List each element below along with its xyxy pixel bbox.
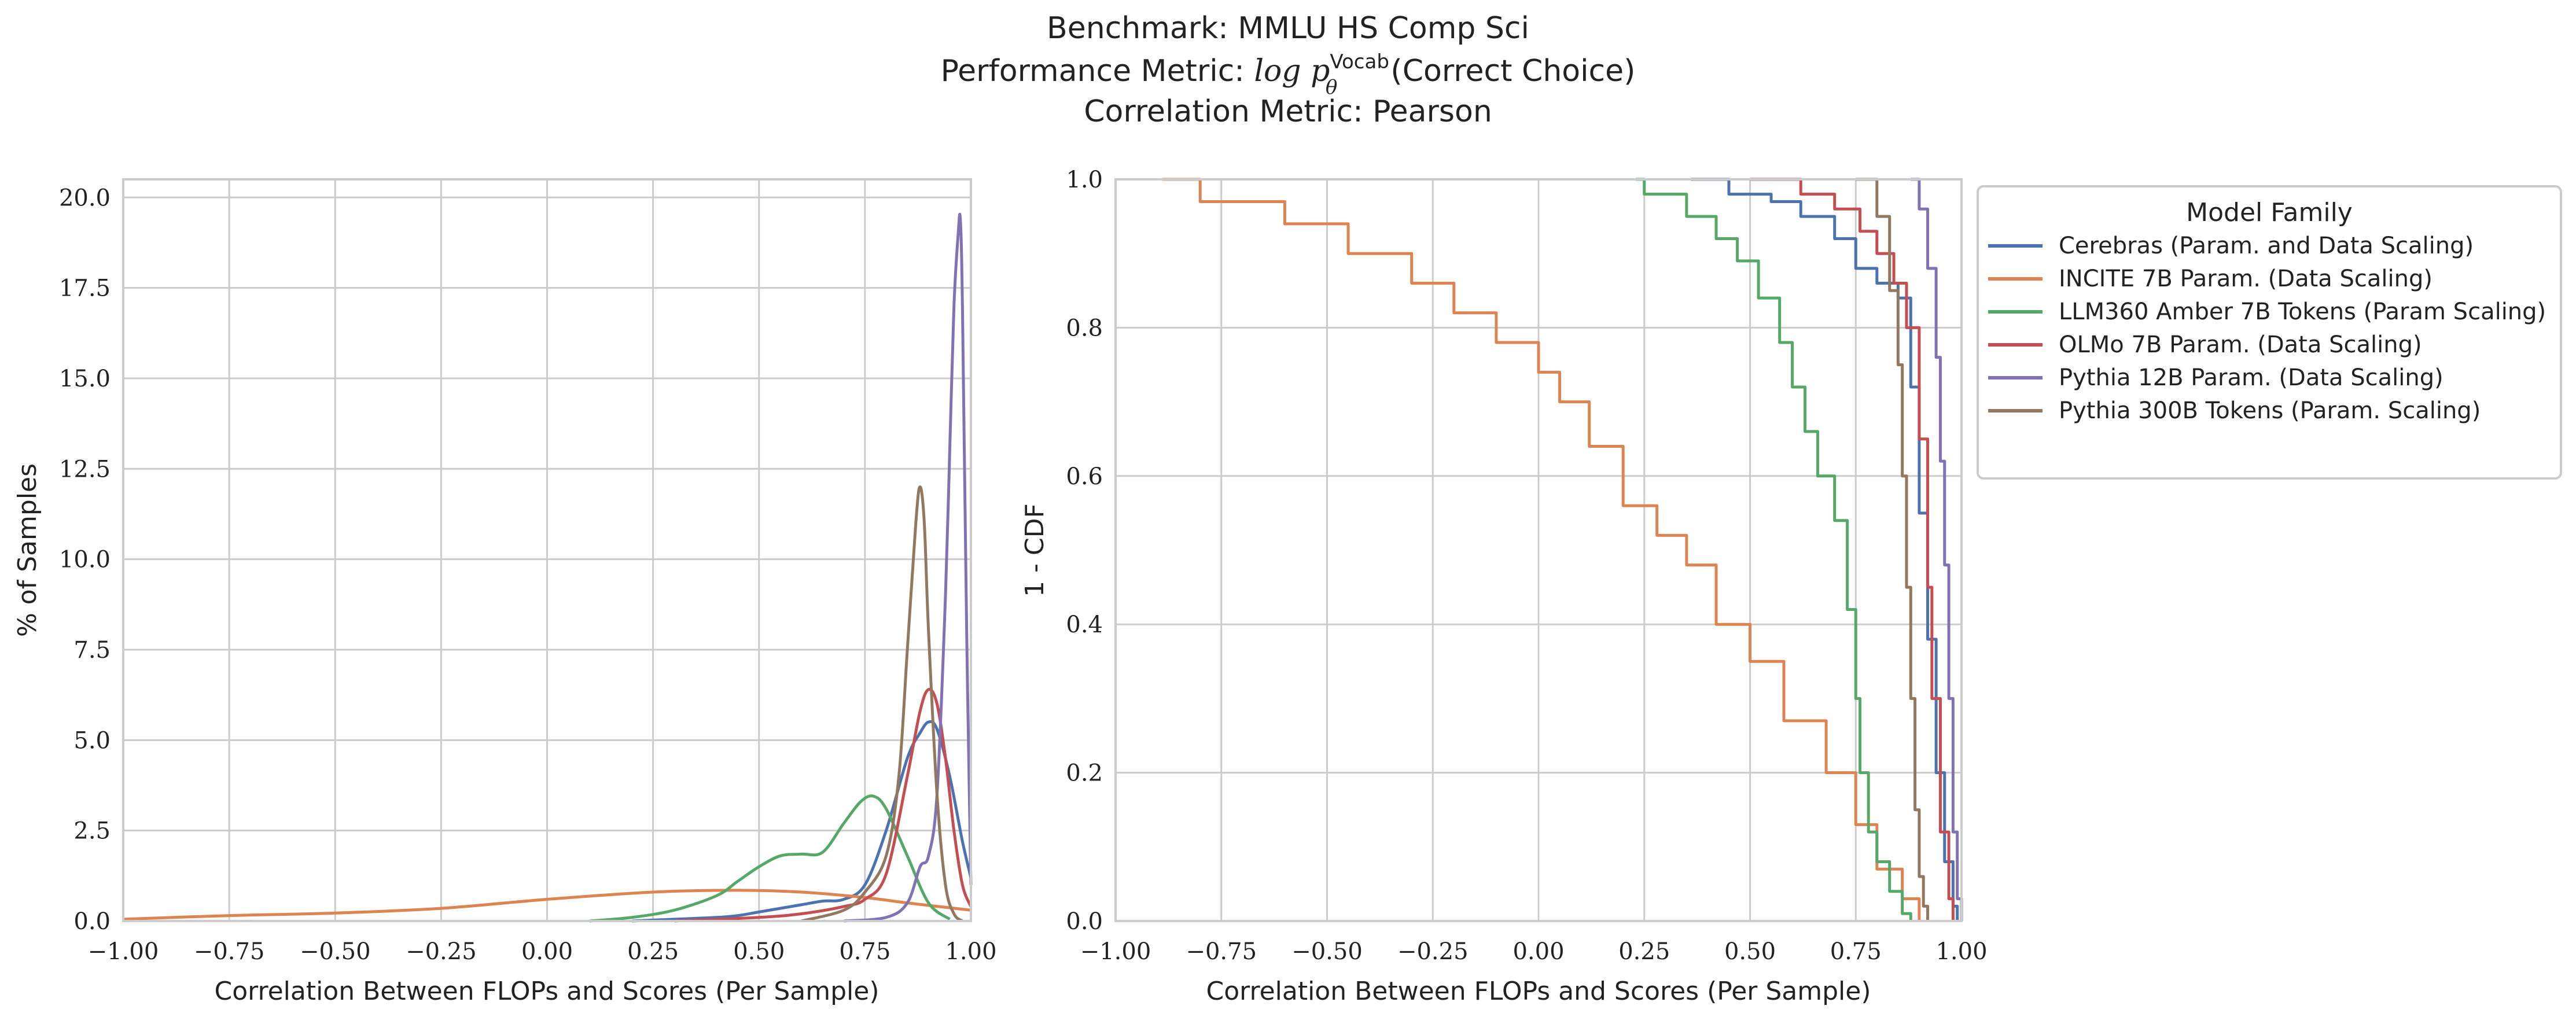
- kde-series-line-pythia12b: [844, 212, 973, 923]
- kde-series-line-incite: [123, 889, 971, 921]
- ccdf-x-axis-label: Correlation Between FLOPs and Scores (Pe…: [1206, 977, 1871, 1006]
- kde-y-tick-label: 15.0: [59, 366, 111, 392]
- ccdf-x-tick-label: −0.75: [1186, 938, 1257, 965]
- kde-x-tick-label: 0.00: [521, 938, 573, 965]
- ccdf-y-tick-label: 0.0: [1066, 908, 1103, 935]
- ccdf-x-tick-label: 1.00: [1935, 938, 1987, 965]
- ccdf-y-tick-label: 0.6: [1066, 463, 1103, 490]
- legend-item: Pythia 12B Param. (Data Scaling): [1988, 364, 2443, 391]
- title-line-2-sup: Vocab: [1330, 50, 1389, 73]
- kde-x-tick-label: 0.75: [839, 938, 890, 965]
- ccdf-x-tick-label: 0.00: [1513, 938, 1564, 965]
- kde-x-ticks: −1.00 −0.75 −0.50 −0.25 0.00 0.25 0.50 0.75 1.00: [88, 938, 997, 965]
- ccdf-series-line-olmo: [1750, 178, 1955, 921]
- title-line-2-math: log p: [1254, 54, 1330, 89]
- kde-x-tick-label: −0.75: [194, 938, 265, 965]
- kde-y-tick-label: 20.0: [59, 185, 111, 211]
- ccdf-panel: −1.00 −0.75 −0.50 −0.25 0.00 0.25 0.50 0.75 1.00…: [1020, 167, 1988, 1006]
- ccdf-y-tick-label: 0.4: [1066, 612, 1103, 638]
- kde-series-line-pythia300b: [801, 485, 963, 923]
- kde-y-tick-label: 0.0: [73, 908, 111, 935]
- title-line-1: Benchmark: MMLU HS Comp Sci: [1047, 11, 1529, 46]
- kde-y-tick-label: 10.0: [59, 547, 111, 573]
- legend-label: LLM360 Amber 7B Tokens (Param Scaling): [2059, 299, 2546, 325]
- kde-x-tick-label: −1.00: [88, 938, 159, 965]
- kde-series-line-olmo: [674, 687, 973, 923]
- legend-label: INCITE 7B Param. (Data Scaling): [2059, 266, 2433, 292]
- ccdf-series-line-llm360: [1636, 178, 1912, 921]
- legend: Model Family Cerebras (Param. and Data S…: [1977, 185, 2562, 480]
- ccdf-series-line-pythia300b: [1856, 178, 1930, 921]
- kde-x-axis-label: Correlation Between FLOPs and Scores (Pe…: [214, 977, 879, 1006]
- kde-grid: [122, 179, 972, 922]
- legend-item: Pythia 300B Tokens (Param. Scaling): [1988, 397, 2481, 424]
- ccdf-series-line-pythia12b: [1911, 178, 1963, 921]
- ccdf-x-tick-label: 0.50: [1724, 938, 1776, 965]
- ccdf-x-ticks: −1.00 −0.75 −0.50 −0.25 0.00 0.25 0.50 0.75 1.00: [1080, 938, 1988, 965]
- ccdf-y-ticks: 0.0 0.2 0.4 0.6 0.8 1.0: [1066, 167, 1103, 935]
- ccdf-x-tick-label: −1.00: [1080, 938, 1151, 965]
- ccdf-y-tick-label: 0.8: [1066, 315, 1103, 341]
- kde-y-tick-label: 7.5: [73, 637, 111, 664]
- ccdf-grid: [1114, 178, 1963, 922]
- kde-y-tick-label: 2.5: [73, 818, 111, 845]
- kde-x-tick-label: 1.00: [945, 938, 996, 965]
- kde-panel: −1.00 −0.75 −0.50 −0.25 0.00 0.25 0.50 0.75 1.00…: [13, 178, 997, 1006]
- kde-y-tick-label: 5.0: [73, 727, 111, 754]
- legend-label: OLMo 7B Param. (Data Scaling): [2059, 331, 2422, 358]
- kde-y-axis-label: % of Samples: [13, 463, 42, 637]
- kde-series-line-cerebras: [631, 720, 973, 923]
- title-line-2-suffix: (Correct Choice): [1390, 54, 1635, 89]
- legend-item: LLM360 Amber 7B Tokens (Param Scaling): [1988, 299, 2546, 325]
- legend-title: Model Family: [2186, 198, 2353, 227]
- ccdf-y-tick-label: 1.0: [1066, 167, 1103, 193]
- title-line-2-sub: θ: [1326, 76, 1337, 99]
- kde-x-tick-label: −0.50: [300, 938, 371, 965]
- kde-x-tick-label: 0.50: [733, 938, 785, 965]
- legend-label: Cerebras (Param. and Data Scaling): [2059, 233, 2474, 259]
- legend-box: [1977, 185, 2562, 480]
- kde-series: [123, 212, 973, 923]
- kde-y-tick-label: 17.5: [59, 275, 111, 302]
- ccdf-y-axis-label: 1 - CDF: [1020, 503, 1050, 597]
- ccdf-x-tick-label: −0.50: [1291, 938, 1363, 965]
- legend-label: Pythia 12B Param. (Data Scaling): [2059, 364, 2443, 391]
- legend-label: Pythia 300B Tokens (Param. Scaling): [2059, 397, 2481, 424]
- kde-series-line-llm360: [589, 794, 951, 923]
- kde-axes-frame: [122, 178, 972, 922]
- ccdf-x-tick-label: −0.25: [1397, 938, 1469, 965]
- ccdf-series-line-incite: [1162, 178, 1921, 921]
- legend-item: INCITE 7B Param. (Data Scaling): [1988, 266, 2433, 292]
- ccdf-x-tick-label: 0.75: [1830, 938, 1882, 965]
- ccdf-series: [1162, 178, 1963, 921]
- kde-x-tick-label: 0.25: [627, 938, 679, 965]
- kde-y-ticks: 0.0 2.5 5.0 7.5 10.0 12.5 15.0 17.5 20.0: [59, 185, 111, 935]
- legend-item: OLMo 7B Param. (Data Scaling): [1988, 331, 2422, 358]
- legend-item: Cerebras (Param. and Data Scaling): [1988, 233, 2474, 259]
- kde-x-tick-label: −0.25: [406, 938, 477, 965]
- legend-items: Cerebras (Param. and Data Scaling) INCITE…: [1988, 233, 2546, 424]
- ccdf-y-tick-label: 0.2: [1066, 760, 1103, 787]
- kde-y-tick-label: 12.5: [59, 456, 111, 482]
- ccdf-x-tick-label: 0.25: [1618, 938, 1670, 965]
- title-line-2-prefix: Performance Metric:: [941, 54, 1254, 89]
- title-line-2: Performance Metric: log pVocab θ (Correct …: [941, 50, 1636, 99]
- ccdf-axes-frame: [1114, 178, 1963, 922]
- title-line-3: Correlation Metric: Pearson: [1084, 94, 1492, 129]
